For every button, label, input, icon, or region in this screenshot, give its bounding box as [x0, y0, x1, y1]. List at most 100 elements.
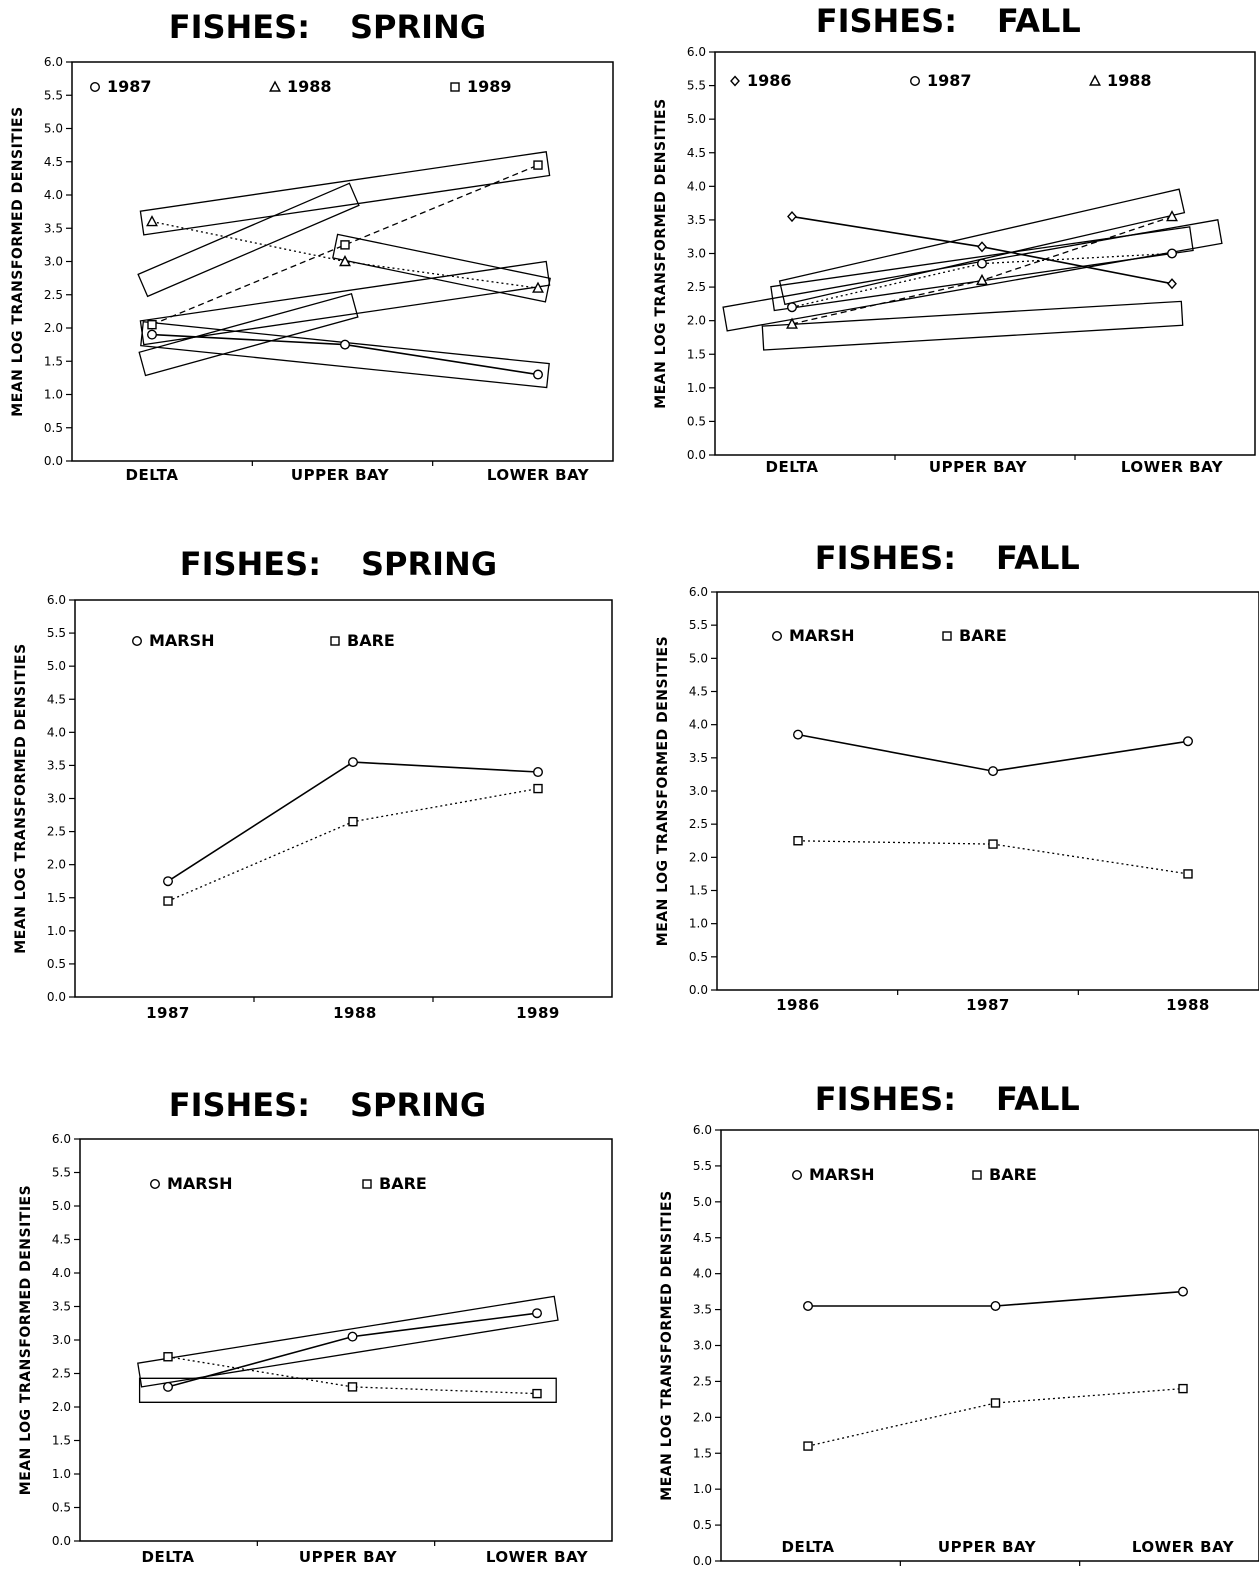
- y-tick-label: 0.0: [689, 983, 708, 997]
- y-tick-label: 4.0: [44, 188, 63, 202]
- y-tick-label: 5.5: [689, 618, 708, 632]
- legend-marker: [362, 1179, 372, 1189]
- chart-title-left: FISHES:: [180, 545, 321, 583]
- y-tick-label: 5.5: [687, 79, 706, 93]
- grouping-box: [770, 226, 1194, 312]
- y-tick-label: 6.0: [687, 45, 706, 59]
- legend-label: BARE: [959, 626, 1007, 645]
- grouping-box: [332, 233, 551, 303]
- y-tick-label: 2.0: [47, 858, 66, 872]
- data-point: [803, 1441, 813, 1451]
- y-tick-label: 3.5: [693, 1303, 712, 1317]
- x-tick-label: 1989: [516, 1004, 560, 1022]
- chart-title-right: SPRING: [350, 8, 486, 46]
- legend-marker: [1089, 74, 1101, 86]
- y-tick-label: 6.0: [44, 55, 63, 69]
- legend-label: 1989: [467, 77, 512, 96]
- y-tick-label: 0.0: [693, 1554, 712, 1568]
- y-tick-label: 6.0: [693, 1123, 712, 1137]
- data-point: [786, 302, 797, 313]
- y-tick-label: 2.5: [689, 817, 708, 831]
- series-line: [807, 1387, 1184, 1447]
- x-tick-label: UPPER BAY: [291, 466, 390, 484]
- data-point: [347, 1382, 358, 1392]
- y-tick-label: 2.5: [687, 280, 706, 294]
- grouping-box: [139, 151, 551, 236]
- y-tick-label: 1.0: [52, 1467, 71, 1481]
- data-point: [533, 783, 543, 794]
- chart-panel-middle-right: FISHES: FALL MEAN LOG TRANSFORMED DENSITIE…: [640, 535, 1259, 1035]
- series-marsh: [162, 757, 544, 887]
- y-tick-label: 4.5: [44, 155, 63, 169]
- y-tick-label: 4.5: [693, 1231, 712, 1245]
- plot-frame: [720, 1129, 1259, 1562]
- legend-marker: [771, 630, 782, 641]
- series-bare: [163, 783, 543, 906]
- data-point: [533, 160, 543, 170]
- legend-label: BARE: [379, 1174, 427, 1193]
- y-tick-label: 0.5: [693, 1518, 712, 1532]
- grouping-box: [138, 1377, 557, 1403]
- y-tick-label: 2.0: [52, 1400, 71, 1414]
- x-tick-label: 1988: [333, 1004, 377, 1022]
- x-tick-label: UPPER BAY: [299, 1548, 398, 1566]
- grouping-box: [137, 1295, 559, 1388]
- data-point: [162, 1381, 173, 1392]
- y-axis-label: MEAN LOG TRANSFORMED DENSITIES: [13, 643, 29, 953]
- legend-marker: [131, 635, 142, 646]
- legend-label: 1988: [1107, 71, 1152, 90]
- legend-marker: [942, 631, 952, 641]
- series-bare: [793, 836, 1193, 879]
- data-point: [1166, 210, 1178, 222]
- data-point: [347, 1331, 358, 1342]
- legend-label: MARSH: [167, 1174, 233, 1193]
- grouping-box: [139, 260, 551, 346]
- plot-frame: [74, 599, 613, 998]
- x-tick-label: LOWER BAY: [487, 466, 590, 484]
- grouping-box: [140, 320, 550, 389]
- chart-panel-bottom-right: FISHES: FALL MEAN LOG TRANSFORMED DENSITIE…: [640, 1072, 1259, 1572]
- chart-title-right: SPRING: [361, 545, 497, 583]
- chart-title-left: FISHES:: [815, 1080, 956, 1118]
- legend-label: 1986: [747, 71, 792, 90]
- series-1989: [147, 160, 543, 330]
- series-1986: [787, 211, 1177, 290]
- y-tick-label: 5.0: [689, 651, 708, 665]
- data-point: [163, 1352, 173, 1362]
- y-tick-label: 2.0: [44, 321, 63, 335]
- data-point: [793, 836, 803, 846]
- y-tick-label: 4.5: [47, 692, 66, 706]
- y-tick-label: 4.0: [687, 179, 706, 193]
- y-tick-label: 4.5: [687, 146, 706, 160]
- y-tick-label: 5.0: [687, 112, 706, 126]
- y-axis-label: MEAN LOG TRANSFORMED DENSITIES: [659, 1190, 675, 1500]
- y-tick-label: 6.0: [52, 1132, 71, 1146]
- series-1988: [146, 215, 544, 293]
- chart-panel-middle-left: FISHES: SPRING MEAN LOG TRANSFORMED DENSIT…: [0, 535, 625, 1035]
- y-tick-label: 4.0: [689, 718, 708, 732]
- grouping-box: [778, 188, 1186, 306]
- chart-svg-middle-left: FISHES: SPRING MEAN LOG TRANSFORMED DENSIT…: [13, 545, 613, 1022]
- y-tick-label: 5.5: [693, 1159, 712, 1173]
- y-tick-label: 2.0: [687, 314, 706, 328]
- data-point: [340, 240, 350, 250]
- legend-label: 1987: [927, 71, 972, 90]
- y-tick-label: 5.0: [47, 659, 66, 673]
- y-tick-label: 3.0: [47, 792, 66, 806]
- y-tick-label: 3.5: [687, 213, 706, 227]
- legend-label: 1988: [287, 77, 332, 96]
- data-point: [1167, 248, 1178, 259]
- data-point: [802, 1300, 813, 1311]
- y-tick-label: 0.5: [687, 414, 706, 428]
- x-tick-label: UPPER BAY: [929, 458, 1028, 476]
- y-tick-label: 1.5: [52, 1434, 71, 1448]
- y-tick-label: 0.5: [47, 957, 66, 971]
- y-tick-label: 6.0: [689, 585, 708, 599]
- y-tick-label: 1.0: [687, 381, 706, 395]
- x-tick-label: LOWER BAY: [1121, 458, 1224, 476]
- data-point: [786, 317, 798, 329]
- y-tick-label: 5.0: [52, 1199, 71, 1213]
- legend-label: MARSH: [149, 631, 215, 650]
- legend-marker: [972, 1170, 982, 1180]
- series-1988: [786, 210, 1178, 329]
